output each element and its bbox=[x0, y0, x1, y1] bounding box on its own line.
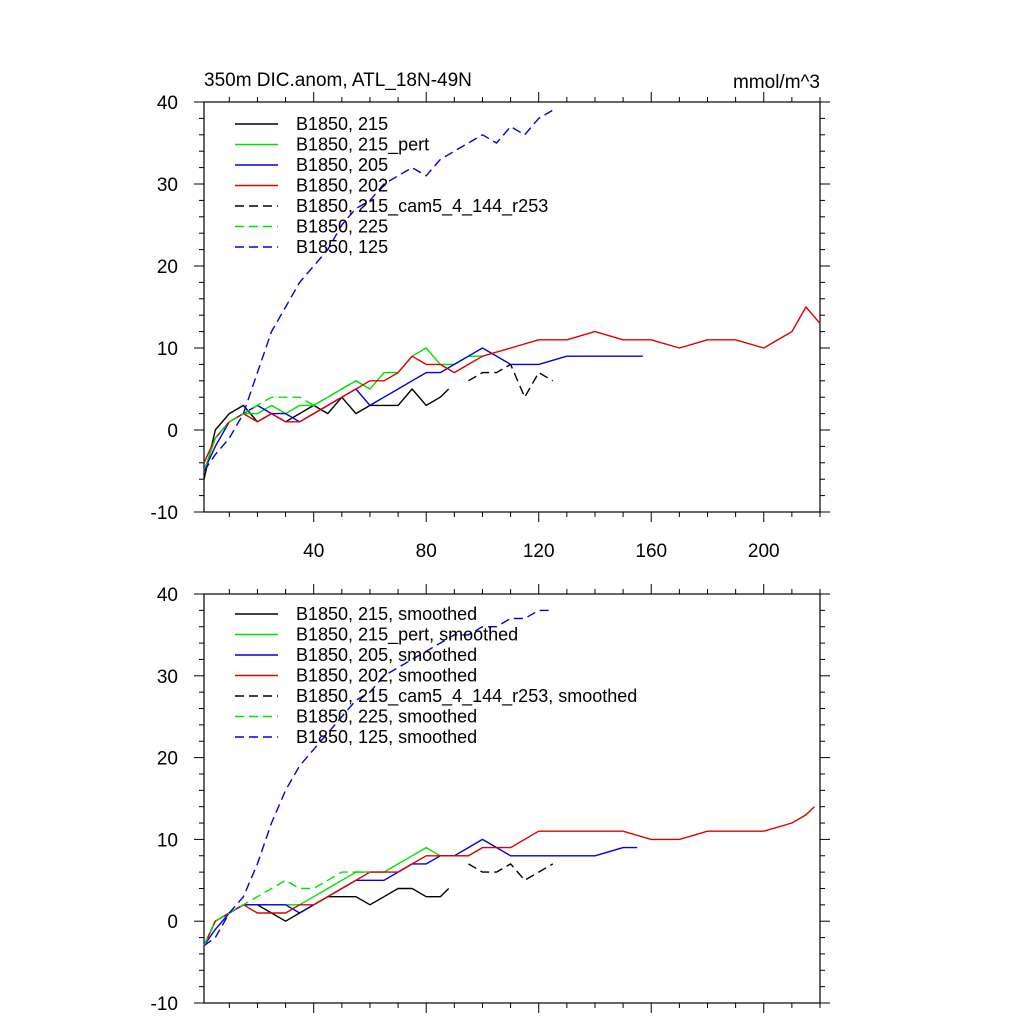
legend-label: B1850, 125 bbox=[296, 237, 388, 257]
x-tick-label: 80 bbox=[416, 541, 437, 562]
x-tick-label: 40 bbox=[303, 541, 324, 562]
legend-label: B1850, 215 bbox=[296, 114, 388, 134]
series-line-b1850-202-smoothed bbox=[203, 806, 815, 946]
legend-label: B1850, 125, smoothed bbox=[296, 727, 477, 747]
series-line-b1850-125 bbox=[203, 109, 554, 472]
y-tick-label: 0 bbox=[167, 912, 178, 933]
legend-label: B1850, 225, smoothed bbox=[296, 707, 477, 727]
x-tick-label: 200 bbox=[748, 541, 780, 562]
legend-label: B1850, 215_pert bbox=[296, 135, 429, 156]
y-tick-label: 10 bbox=[157, 339, 178, 360]
series-lines bbox=[203, 609, 815, 947]
x-tick-label: 120 bbox=[523, 541, 555, 562]
y-tick-label: -10 bbox=[151, 994, 178, 1015]
legend-label: B1850, 205, smoothed bbox=[296, 645, 477, 665]
legend-label: B1850, 215, smoothed bbox=[296, 604, 477, 624]
chart-title: 350m DIC.anom, ATL_18N-49N bbox=[204, 70, 472, 91]
legend-label: B1850, 202, smoothed bbox=[296, 666, 477, 686]
series-line-b1850-225 bbox=[203, 380, 371, 472]
series-line-b1850-205 bbox=[203, 347, 643, 472]
legend-label: B1850, 205 bbox=[296, 155, 388, 175]
y-tick-label: 10 bbox=[157, 830, 178, 851]
units-label: mmol/m^3 bbox=[733, 72, 820, 93]
y-tick-label: -10 bbox=[151, 503, 178, 524]
series-line-b1850-215-cam5-4-144-r253-smoothed bbox=[468, 863, 554, 881]
x-tick-label: 160 bbox=[635, 541, 667, 562]
series-line-b1850-202 bbox=[203, 306, 821, 464]
plot-frame bbox=[203, 101, 821, 513]
axis-ticks bbox=[194, 92, 830, 522]
axis-ticks bbox=[194, 584, 830, 1013]
y-tick-label: 30 bbox=[157, 175, 178, 196]
plot-frame bbox=[203, 593, 821, 1004]
legend-label: B1850, 225 bbox=[296, 217, 388, 237]
y-tick-label: 30 bbox=[157, 667, 178, 688]
legend-label: B1850, 215_cam5_4_144_r253, smoothed bbox=[296, 686, 637, 707]
series-line-b1850-205-smoothed bbox=[203, 838, 638, 947]
y-tick-label: 40 bbox=[157, 585, 178, 606]
series-line-b1850-125-smoothed bbox=[203, 609, 553, 947]
y-tick-label: 0 bbox=[167, 421, 178, 442]
series-lines bbox=[203, 109, 821, 480]
legend-label: B1850, 215_pert, smoothed bbox=[296, 625, 518, 646]
top-panel: 350m DIC.anom, ATL_18N-49N mmol/m^3 -10 0… bbox=[151, 70, 830, 562]
series-line-b1850-215-cam5-4-144-r253 bbox=[468, 363, 554, 398]
y-tick-label: 20 bbox=[157, 749, 178, 770]
series-line-b1850-225-smoothed bbox=[203, 871, 370, 946]
y-tick-label: 20 bbox=[157, 257, 178, 278]
y-tick-label: 40 bbox=[157, 93, 178, 114]
series-line-b1850-215-pert bbox=[203, 347, 483, 472]
series-line-b1850-215 bbox=[203, 388, 450, 480]
legend-label: B1850, 202 bbox=[296, 176, 388, 196]
legend-label: B1850, 215_cam5_4_144_r253 bbox=[296, 196, 548, 217]
